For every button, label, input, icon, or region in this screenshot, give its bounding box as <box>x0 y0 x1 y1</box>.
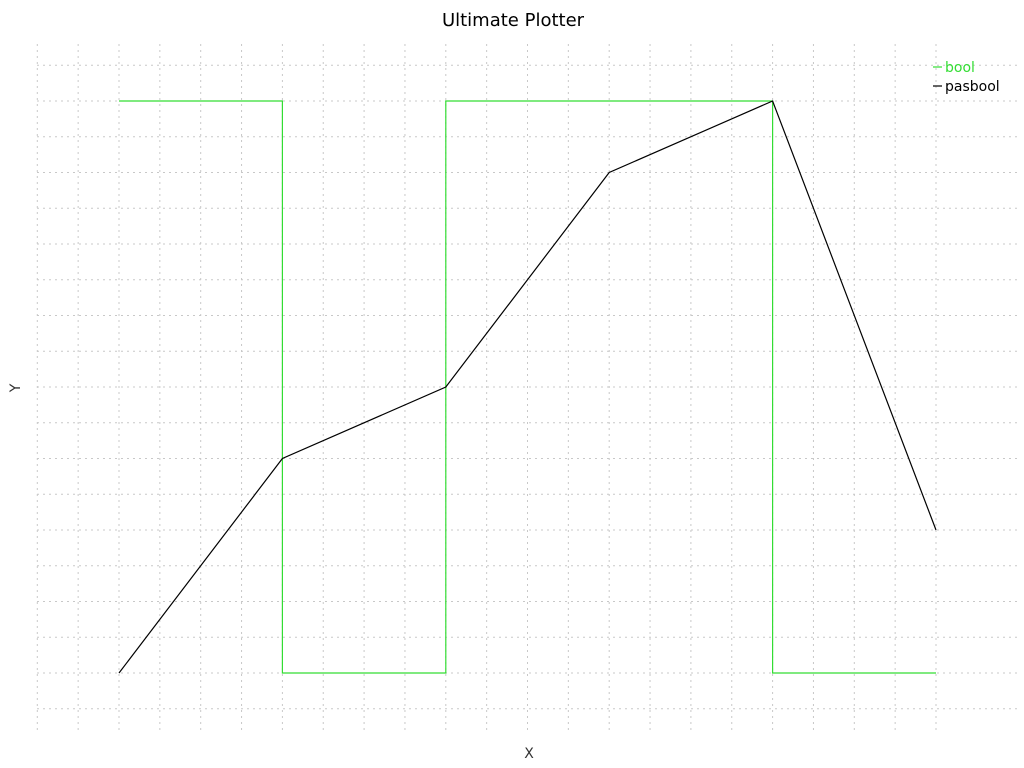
y-axis-label: Y <box>8 383 24 393</box>
legend-label-pasbool: pasbool <box>945 79 1000 95</box>
legend: bool pasbool <box>933 60 1000 95</box>
grid <box>36 44 1019 730</box>
series-line-pasbool <box>118 100 937 674</box>
x-axis-label: X <box>524 746 534 762</box>
plot-area <box>118 100 937 674</box>
series-line-bool <box>119 100 936 674</box>
chart-title: Ultimate Plotter <box>442 10 585 31</box>
legend-label-bool: bool <box>945 60 975 76</box>
